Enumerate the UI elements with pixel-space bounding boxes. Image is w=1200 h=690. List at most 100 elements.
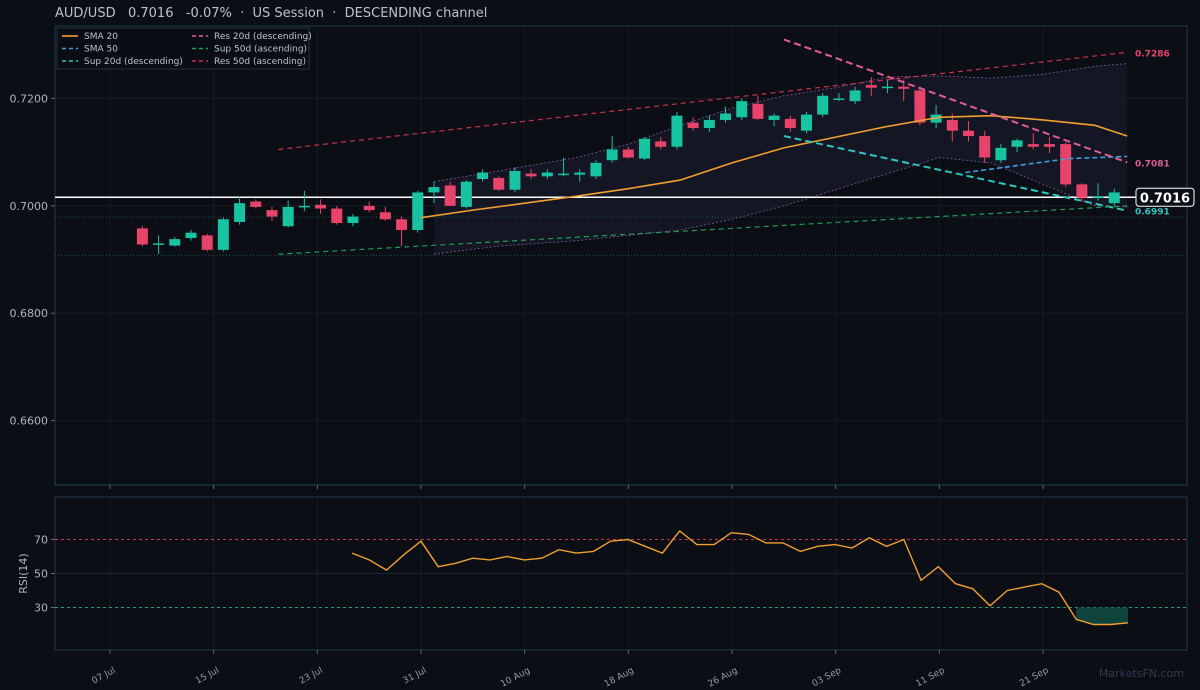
candle-body [639, 138, 651, 159]
candle-body [817, 95, 829, 115]
candle-body [185, 232, 197, 239]
price-tag-label: 0.7016 [1140, 191, 1190, 206]
candle-body [347, 216, 359, 224]
rsi-oversold-fill [1076, 607, 1128, 625]
rsi-y-tick-label: 70 [34, 534, 48, 547]
candle-body [1108, 192, 1120, 204]
candle-body [671, 115, 683, 147]
candle-body [1076, 184, 1088, 198]
rsi-y-tick-label: 50 [34, 568, 48, 581]
x-tick-label: 11 Sep [914, 666, 947, 690]
chart-title: AUD/USD 0.7016 -0.07% · US Session · DES… [55, 6, 488, 21]
candle-body [784, 118, 796, 128]
x-tick-label: 18 Aug [603, 666, 636, 690]
candle-body [525, 173, 537, 177]
legend-label: Sup 20d (descending) [84, 57, 183, 67]
candle-body [752, 103, 764, 119]
candle-body [315, 204, 327, 209]
candle-body [201, 235, 213, 250]
legend-label: Res 50d (ascending) [214, 57, 306, 67]
x-tick-label: 10 Aug [499, 666, 532, 690]
candle-body [282, 206, 294, 227]
candle-body [396, 219, 408, 230]
rsi-axis-label: RSI(14) [17, 553, 30, 593]
candle-body [217, 219, 229, 250]
candle-body [962, 130, 974, 137]
legend-label: SMA 20 [84, 32, 118, 42]
legend-label: Sup 50d (ascending) [214, 45, 307, 55]
candle-body [509, 170, 521, 190]
trend-line [278, 51, 1128, 151]
sma50-line [965, 155, 1128, 174]
x-tick-label: 07 Jul [90, 666, 117, 687]
candle-body [460, 181, 472, 207]
x-tick-label: 26 Aug [707, 666, 740, 690]
candle-body [703, 119, 715, 128]
x-tick-label: 23 Jul [298, 666, 325, 687]
y-tick-label: 0.6800 [10, 307, 49, 320]
y-tick-label: 0.6600 [10, 415, 49, 428]
band-upper [433, 63, 1128, 183]
candle-body [946, 119, 958, 131]
candle-body [266, 210, 278, 217]
candle-body [590, 162, 602, 177]
candle-body [136, 228, 148, 245]
candle-body [1027, 144, 1039, 147]
level-label: 0.7286 [1135, 49, 1170, 59]
watermark: MarketsFN.com [1098, 667, 1184, 680]
candle-body [379, 212, 391, 220]
candle-body [979, 136, 991, 158]
candle-body [801, 114, 813, 131]
candle-body [298, 205, 310, 208]
candle-body [768, 115, 780, 120]
trend-line [783, 135, 1128, 212]
candle-body [153, 243, 165, 245]
candle-body [574, 172, 586, 175]
candle-body [865, 85, 877, 88]
candle-body [169, 239, 181, 246]
legend-box [56, 27, 310, 70]
candle-body [250, 201, 262, 207]
candle-body [234, 203, 246, 222]
x-tick-label: 03 Sep [811, 666, 844, 690]
candle-body [1092, 196, 1104, 198]
rsi-y-tick-label: 30 [34, 602, 48, 615]
level-label: 0.7081 [1135, 159, 1170, 169]
candle-body [655, 141, 667, 147]
trend-line [783, 38, 1128, 164]
candle-body [1043, 144, 1055, 147]
candle-body [914, 90, 926, 123]
y-tick-label: 0.7200 [10, 92, 49, 105]
candle-body [558, 173, 570, 176]
candle-body [541, 172, 553, 177]
legend-label: Res 20d (descending) [214, 32, 312, 42]
candle-body [995, 147, 1007, 161]
candle-body [1060, 144, 1072, 185]
candle-body [882, 86, 893, 89]
candle-body [428, 187, 440, 193]
candle-body [720, 113, 732, 120]
candle-body [363, 205, 375, 211]
x-tick-label: 21 Sep [1018, 666, 1051, 690]
candle-body [444, 185, 456, 206]
candle-body [898, 86, 910, 89]
rsi-line [351, 530, 1129, 626]
level-label: 0.6991 [1135, 208, 1170, 218]
legend-label: SMA 50 [84, 45, 118, 55]
candle-body [606, 149, 618, 161]
candle-body [412, 192, 424, 230]
trend-line [278, 205, 1128, 255]
candle-body [331, 208, 343, 224]
candle-body [833, 98, 845, 100]
sma20-line [420, 114, 1128, 219]
y-tick-label: 0.7000 [10, 200, 49, 213]
x-tick-label: 15 Jul [194, 666, 221, 687]
x-tick-label: 31 Jul [401, 666, 428, 687]
candle-body [477, 172, 489, 179]
candle-body [736, 101, 748, 118]
candle-body [687, 122, 699, 128]
price-tag-box [1135, 187, 1195, 207]
candle-body [849, 90, 861, 102]
candle-body [622, 149, 634, 158]
